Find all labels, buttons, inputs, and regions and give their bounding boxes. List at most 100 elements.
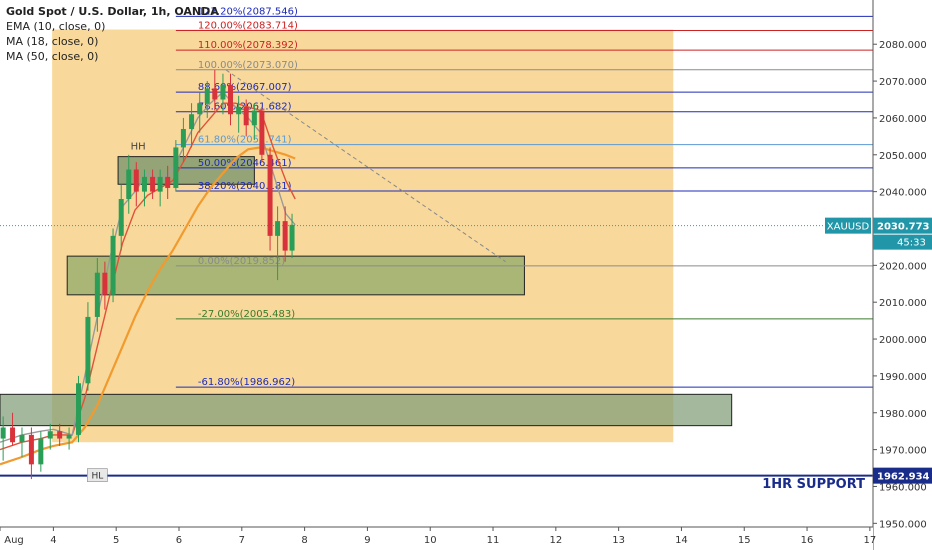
candle-body-35[interactable] xyxy=(289,224,295,251)
fib-level-label-10: -27.00%(2005.483) xyxy=(198,309,295,320)
candle-body-5[interactable] xyxy=(47,431,53,439)
candle-body-10[interactable] xyxy=(94,272,100,317)
candle-body-32[interactable] xyxy=(267,154,273,236)
last-price-badge xyxy=(873,217,932,234)
countdown-badge xyxy=(873,234,932,250)
support-price-value: 1962.934 xyxy=(877,472,930,483)
candle-body-8[interactable] xyxy=(76,383,82,435)
fib-level-label-7: 50.00%(2046.461) xyxy=(198,158,292,169)
zone-box-0[interactable] xyxy=(117,156,255,185)
ma-50-line[interactable] xyxy=(0,146,296,466)
candle-body-6[interactable] xyxy=(57,431,63,439)
candle-body-15[interactable] xyxy=(133,169,139,192)
y-tick-label-11: 2060.000 xyxy=(879,114,927,125)
fib-level-label-1: 120.00%(2083.714) xyxy=(198,21,298,32)
fib-level-label-6: 61.80%(2052.741) xyxy=(198,135,292,146)
x-tick-label-14: 17 xyxy=(863,535,876,546)
x-axis-panel[interactable] xyxy=(0,527,873,550)
symbol-title: Gold Spot / U.S. Dollar, 1h, OANDA xyxy=(6,5,219,18)
y-tick-label-2: 1970.000 xyxy=(879,446,927,457)
x-tick-label-1: 4 xyxy=(50,535,56,546)
candle-body-1[interactable] xyxy=(10,427,16,443)
chart-legend: Gold Spot / U.S. Dollar, 1h, OANDA EMA (… xyxy=(6,4,219,64)
candle-body-33[interactable] xyxy=(275,221,281,236)
fib-level-label-8: 38.20%(2040.181) xyxy=(198,181,292,192)
support-label: 1HR SUPPORT xyxy=(762,477,865,492)
candle-body-25[interactable] xyxy=(212,88,218,100)
candle-body-28[interactable] xyxy=(236,106,242,115)
candle-body-9[interactable] xyxy=(85,316,91,384)
candle-body-31[interactable] xyxy=(259,110,265,155)
x-tick-label-12: 15 xyxy=(738,535,751,546)
y-tick-label-7: 2020.000 xyxy=(879,261,927,272)
candle-body-13[interactable] xyxy=(118,199,124,236)
hl-marker: HL xyxy=(91,472,103,482)
y-tick-label-6: 2010.000 xyxy=(879,298,927,309)
hh-marker: HH xyxy=(131,141,146,152)
fib-level-label-3: 100.00%(2073.070) xyxy=(198,60,298,71)
y-tick-label-3: 1980.000 xyxy=(879,409,927,420)
candle-body-22[interactable] xyxy=(189,114,195,129)
x-tick-label-10: 13 xyxy=(612,535,625,546)
indicator-ma-50[interactable]: MA (50, close, 0) xyxy=(6,50,99,63)
last-price-value: 2030.773 xyxy=(877,222,930,233)
y-tick-label-4: 1990.000 xyxy=(879,372,927,383)
candle-body-11[interactable] xyxy=(102,272,108,295)
candle-body-16[interactable] xyxy=(141,176,147,192)
hl-marker-bg xyxy=(87,468,108,482)
fib-level-label-0: 127.20%(2087.546) xyxy=(198,6,298,17)
candle-body-12[interactable] xyxy=(110,235,116,295)
candle-body-24[interactable] xyxy=(204,88,210,104)
x-tick-label-3: 6 xyxy=(176,535,182,546)
candle-body-19[interactable] xyxy=(165,176,171,188)
countdown-value: 45:33 xyxy=(897,238,926,249)
x-tick-label-6: 9 xyxy=(364,535,370,546)
symbol-badge xyxy=(825,217,871,234)
x-tick-label-9: 12 xyxy=(549,535,562,546)
x-tick-label-5: 8 xyxy=(301,535,307,546)
candle-body-34[interactable] xyxy=(282,221,288,251)
indicator-ema-10[interactable]: EMA (10, close, 0) xyxy=(6,20,106,33)
zone-box-2[interactable] xyxy=(0,393,733,427)
candle-body-29[interactable] xyxy=(243,106,249,126)
candle-body-26[interactable] xyxy=(220,84,226,100)
y-tick-label-9: 2040.000 xyxy=(879,188,927,199)
candle-body-21[interactable] xyxy=(180,128,186,148)
fib-level-label-9: 0.00%(2019.852) xyxy=(198,256,285,267)
y-axis-panel[interactable] xyxy=(873,0,932,550)
fib-level-label-4: 88.60%(2067.007) xyxy=(198,82,292,93)
x-tick-label-2: 5 xyxy=(113,535,119,546)
x-tick-label-7: 10 xyxy=(424,535,437,546)
fib-zone-0[interactable] xyxy=(52,29,674,443)
x-tick-label-13: 16 xyxy=(801,535,814,546)
candle-body-0[interactable] xyxy=(0,427,6,439)
x-tick-label-0: Aug xyxy=(4,535,24,546)
candle-body-14[interactable] xyxy=(126,169,132,200)
candle-body-20[interactable] xyxy=(173,147,179,188)
candle-body-30[interactable] xyxy=(251,110,257,126)
candle-body-3[interactable] xyxy=(28,434,34,465)
x-tick-label-8: 11 xyxy=(487,535,500,546)
candle-body-2[interactable] xyxy=(19,434,25,443)
indicator-ma-18[interactable]: MA (18, close, 0) xyxy=(6,35,99,48)
fib-level-label-2: 110.00%(2078.392) xyxy=(198,40,298,51)
candle-body-17[interactable] xyxy=(150,176,156,192)
x-tick-label-11: 14 xyxy=(675,535,688,546)
fib-level-label-11: -61.80%(1986.962) xyxy=(198,377,295,388)
y-tick-label-1: 1960.000 xyxy=(879,482,927,493)
x-tick-label-4: 7 xyxy=(239,535,245,546)
trendline[interactable] xyxy=(225,69,506,263)
candle-body-7[interactable] xyxy=(66,434,72,439)
candle-body-4[interactable] xyxy=(38,438,44,465)
candle-body-27[interactable] xyxy=(227,84,233,115)
support-price-badge xyxy=(873,467,932,484)
candle-body-23[interactable] xyxy=(197,103,203,115)
y-tick-label-12: 2070.000 xyxy=(879,77,927,88)
zone-box-1[interactable] xyxy=(66,255,525,296)
y-tick-label-5: 2000.000 xyxy=(879,335,927,346)
y-tick-label-13: 2080.000 xyxy=(879,40,927,51)
y-tick-label-10: 2050.000 xyxy=(879,151,927,162)
candle-body-18[interactable] xyxy=(157,176,163,192)
y-tick-label-0: 1950.000 xyxy=(879,519,927,530)
